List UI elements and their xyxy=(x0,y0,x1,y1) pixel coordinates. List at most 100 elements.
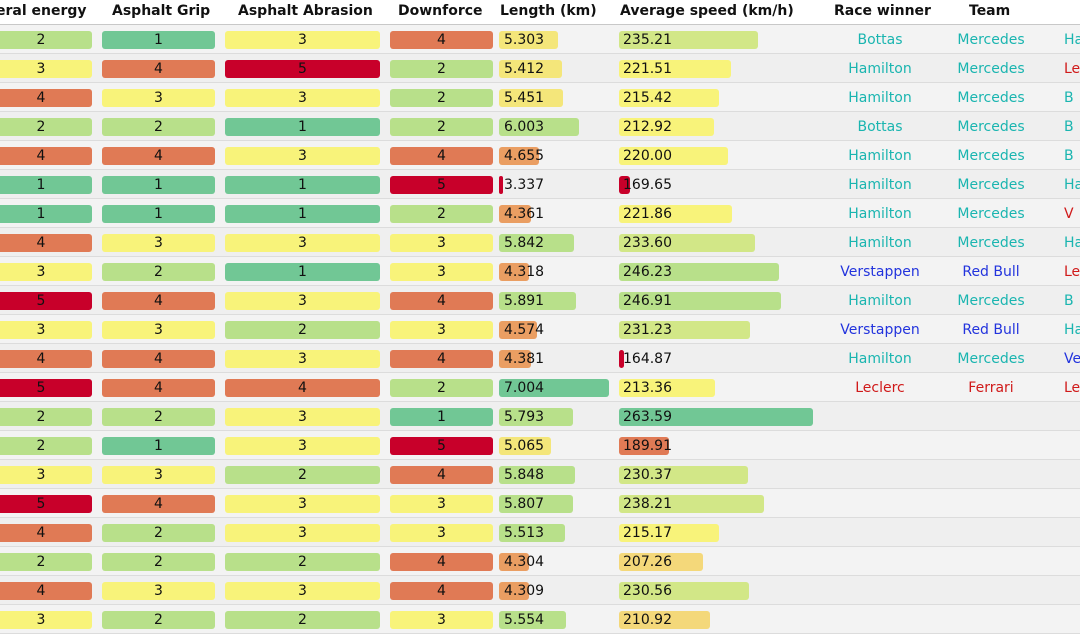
next-column-link[interactable]: Ver xyxy=(1064,351,1080,367)
table-row[interactable]: 5 4 3 3 5.807 238.21 xyxy=(0,489,1080,518)
next-column-link[interactable]: Le xyxy=(1064,380,1080,396)
table-header: eral energy Asphalt Grip Asphalt Abrasio… xyxy=(0,0,1080,25)
next-column-link[interactable]: Le xyxy=(1064,264,1080,280)
team-link[interactable]: Mercedes xyxy=(957,293,1025,309)
team-link[interactable]: Red Bull xyxy=(962,264,1020,280)
table-row[interactable]: 3 3 2 4 5.848 230.37 xyxy=(0,460,1080,489)
next-column-link[interactable]: Ha xyxy=(1064,177,1080,193)
lateral-energy-cell: 2 xyxy=(0,31,92,49)
race-winner-link[interactable]: Verstappen xyxy=(840,322,920,338)
next-column-link[interactable]: B xyxy=(1064,293,1074,309)
team-link[interactable]: Mercedes xyxy=(957,90,1025,106)
speed-bar xyxy=(619,437,669,455)
table-row[interactable]: 4 2 3 3 5.513 215.17 xyxy=(0,518,1080,547)
lateral-energy-cell: 4 xyxy=(0,147,92,165)
race-winner-link[interactable]: Hamilton xyxy=(848,61,912,77)
length-bar xyxy=(499,263,529,281)
next-column-link[interactable]: Ha xyxy=(1064,32,1080,48)
team-link[interactable]: Mercedes xyxy=(957,61,1025,77)
speed-bar xyxy=(619,263,779,281)
table-row[interactable]: 3 3 2 3 4.574 231.23 Verstappen Red Bull Ha xyxy=(0,315,1080,344)
race-winner-link[interactable]: Hamilton xyxy=(848,90,912,106)
table-row[interactable]: 1 1 1 2 4.361 221.86 Hamilton Mercedes V xyxy=(0,199,1080,228)
team-link[interactable]: Mercedes xyxy=(957,148,1025,164)
table-row[interactable]: 2 2 1 2 6.003 212.92 Bottas Mercedes B xyxy=(0,112,1080,141)
speed-bar xyxy=(619,379,715,397)
next-column-link[interactable]: B xyxy=(1064,90,1074,106)
speed-bar xyxy=(619,176,630,194)
speed-value: 207.26 xyxy=(623,554,672,570)
team-link[interactable]: Red Bull xyxy=(962,322,1020,338)
race-winner-link[interactable]: Leclerc xyxy=(855,380,905,396)
table-row[interactable]: 2 1 3 5 5.065 189.91 xyxy=(0,431,1080,460)
header-lateral-energy[interactable]: eral energy xyxy=(0,3,87,19)
table-row[interactable]: 2 2 3 1 5.793 263.59 xyxy=(0,402,1080,431)
next-column-clip: B xyxy=(1064,147,1080,165)
table-row[interactable]: 2 1 3 4 5.303 235.21 Bottas Mercedes Ha xyxy=(0,25,1080,54)
table-row[interactable]: 2 2 2 4 4.304 207.26 xyxy=(0,547,1080,576)
asphalt-abrasion-cell: 3 xyxy=(225,408,380,426)
asphalt-abrasion-cell: 2 xyxy=(225,321,380,339)
race-winner-link[interactable]: Verstappen xyxy=(840,264,920,280)
asphalt-abrasion-cell: 1 xyxy=(225,176,380,194)
lateral-energy-cell: 5 xyxy=(0,379,92,397)
speed-value: 169.65 xyxy=(623,177,672,193)
header-race-winner[interactable]: Race winner xyxy=(834,3,931,19)
team-link[interactable]: Mercedes xyxy=(957,119,1025,135)
header-downforce[interactable]: Downforce xyxy=(398,3,483,19)
header-team[interactable]: Team xyxy=(969,3,1011,19)
speed-bar xyxy=(619,350,624,368)
table-row[interactable]: 1 1 1 5 3.337 169.65 Hamilton Mercedes Ha xyxy=(0,170,1080,199)
table-row[interactable]: 4 4 3 4 4.655 220.00 Hamilton Mercedes B xyxy=(0,141,1080,170)
speed-bar xyxy=(619,495,764,513)
downforce-cell: 4 xyxy=(390,31,493,49)
speed-bar xyxy=(619,408,813,426)
team-link[interactable]: Mercedes xyxy=(957,351,1025,367)
race-winner-link[interactable]: Hamilton xyxy=(848,177,912,193)
next-column-link[interactable]: B xyxy=(1064,148,1074,164)
next-column-link[interactable]: B xyxy=(1064,119,1074,135)
table-row[interactable]: 4 3 3 3 5.842 233.60 Hamilton Mercedes Ha xyxy=(0,228,1080,257)
downforce-cell: 2 xyxy=(390,379,493,397)
header-length[interactable]: Length (km) xyxy=(500,3,597,19)
length-value: 4.304 xyxy=(504,554,545,570)
table-row[interactable]: 5 4 4 2 7.004 213.36 Leclerc Ferrari Le xyxy=(0,373,1080,402)
speed-value: 215.42 xyxy=(623,90,672,106)
asphalt-abrasion-cell: 3 xyxy=(225,524,380,542)
race-winner-link[interactable]: Bottas xyxy=(857,32,903,48)
next-column-link[interactable]: Le xyxy=(1064,61,1080,77)
race-winner-link[interactable]: Hamilton xyxy=(848,206,912,222)
next-column-link[interactable]: V xyxy=(1064,206,1074,222)
next-column-clip: B xyxy=(1064,118,1080,136)
table-row[interactable]: 3 4 5 2 5.412 221.51 Hamilton Mercedes Le xyxy=(0,54,1080,83)
asphalt-abrasion-cell: 3 xyxy=(225,147,380,165)
table-row[interactable]: 5 4 3 4 5.891 246.91 Hamilton Mercedes B xyxy=(0,286,1080,315)
race-winner-link[interactable]: Hamilton xyxy=(848,293,912,309)
lateral-energy-cell: 2 xyxy=(0,553,92,571)
race-winner-link[interactable]: Hamilton xyxy=(848,235,912,251)
team-link[interactable]: Mercedes xyxy=(957,177,1025,193)
table-row[interactable]: 4 3 3 4 4.309 230.56 xyxy=(0,576,1080,605)
lateral-energy-cell: 2 xyxy=(0,118,92,136)
team-link[interactable]: Ferrari xyxy=(968,380,1014,396)
header-average-speed[interactable]: Average speed (km/h) xyxy=(620,3,794,19)
team-link[interactable]: Mercedes xyxy=(957,235,1025,251)
race-winner-link[interactable]: Hamilton xyxy=(848,148,912,164)
race-winner-link[interactable]: Hamilton xyxy=(848,351,912,367)
speed-value: 238.21 xyxy=(623,496,672,512)
team-link[interactable]: Mercedes xyxy=(957,206,1025,222)
header-asphalt-grip[interactable]: Asphalt Grip xyxy=(112,3,211,19)
length-value: 4.318 xyxy=(504,264,545,280)
team-link[interactable]: Mercedes xyxy=(957,32,1025,48)
table-row[interactable]: 3 2 2 3 5.554 210.92 xyxy=(0,605,1080,634)
table-row[interactable]: 4 3 3 2 5.451 215.42 Hamilton Mercedes B xyxy=(0,83,1080,112)
next-column-link[interactable]: Ha xyxy=(1064,322,1080,338)
race-winner-link[interactable]: Bottas xyxy=(857,119,903,135)
header-asphalt-abrasion[interactable]: Asphalt Abrasion xyxy=(238,3,373,19)
next-column-link[interactable]: Ha xyxy=(1064,235,1080,251)
length-value: 5.842 xyxy=(504,235,545,251)
length-value: 5.303 xyxy=(504,32,545,48)
asphalt-abrasion-cell: 2 xyxy=(225,611,380,629)
table-row[interactable]: 3 2 1 3 4.318 246.23 Verstappen Red Bull Le xyxy=(0,257,1080,286)
